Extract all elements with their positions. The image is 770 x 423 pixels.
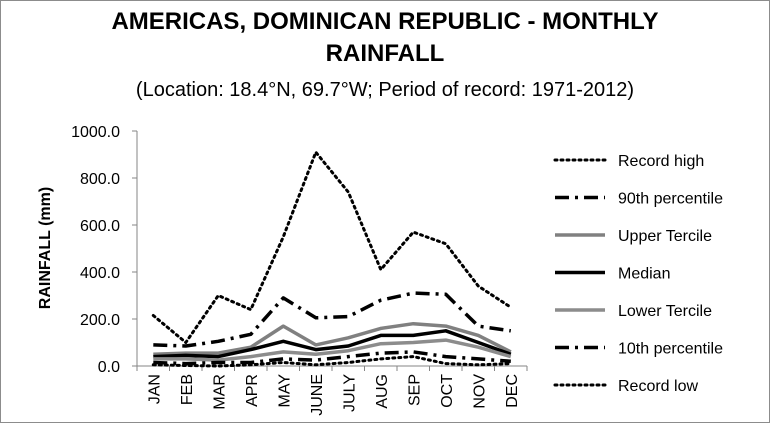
series-line: [151, 150, 513, 344]
y-tick-label: 200.0: [80, 312, 120, 329]
series-line: [153, 338, 512, 362]
series-line: [153, 329, 512, 359]
x-tick-label: JAN: [146, 374, 163, 404]
y-tick-label: 400.0: [80, 265, 120, 282]
y-tick-label: 800.0: [80, 171, 120, 188]
y-tick-label: 1000.0: [71, 124, 120, 141]
x-tick-label: NOV: [471, 374, 488, 409]
x-tick-label: FEB: [179, 374, 196, 405]
x-tick-label: OCT: [439, 374, 456, 408]
x-tick-label: MAR: [211, 374, 228, 410]
x-tick-label: AUG: [374, 374, 391, 409]
y-axis-title: RAINFALL (mm): [37, 187, 54, 309]
y-tick-label: 600.0: [80, 218, 120, 235]
x-tick-label: APR: [244, 374, 261, 407]
legend-label: Lower Tercile: [618, 303, 712, 320]
y-tick-label: 0.0: [98, 359, 120, 376]
chart-title-line2: RAINFALL: [325, 40, 445, 67]
legend-label: Record low: [618, 378, 698, 395]
chart-title: AMERICAS, DOMINICAN REPUBLIC - MONTHLY: [111, 8, 659, 35]
legend-label: Record high: [618, 153, 704, 170]
series-line: [153, 350, 511, 366]
x-tick-label: SEP: [406, 374, 423, 406]
legend-label: 10th percentile: [618, 341, 723, 358]
x-tick-label: MAY: [276, 374, 293, 408]
series-line: [153, 321, 512, 357]
x-tick-label: JULY: [341, 374, 358, 412]
legend-label: Upper Tercile: [618, 228, 712, 245]
chart-subtitle: (Location: 18.4°N, 69.7°W; Period of rec…: [135, 79, 635, 101]
series-line: [153, 291, 512, 348]
x-tick-label: JUNE: [309, 374, 326, 416]
x-tick-label: DEC: [504, 374, 521, 408]
legend-label: 90th percentile: [618, 191, 723, 208]
legend-label: Median: [618, 266, 670, 283]
series-line: [151, 355, 513, 368]
